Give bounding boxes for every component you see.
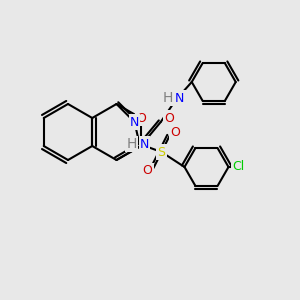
Text: S: S (158, 146, 166, 158)
Text: H: H (163, 91, 173, 105)
Text: N: N (130, 116, 139, 128)
Text: N: N (175, 92, 184, 104)
Text: Cl: Cl (232, 160, 244, 173)
Text: H: H (126, 137, 137, 151)
Text: N: N (140, 137, 149, 151)
Text: O: O (142, 164, 152, 178)
Text: O: O (136, 112, 146, 124)
Text: O: O (171, 127, 180, 140)
Text: O: O (164, 112, 174, 124)
